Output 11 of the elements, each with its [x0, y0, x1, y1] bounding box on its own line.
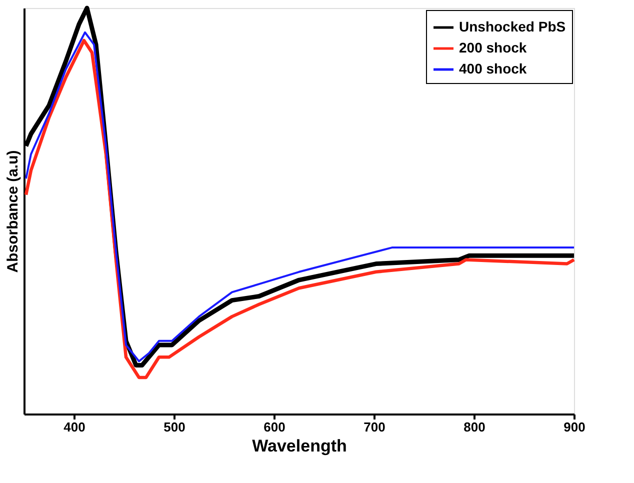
x-tick-label: 900: [564, 420, 586, 434]
x-tick-label: 500: [164, 420, 186, 434]
x-tick-label: 600: [264, 420, 286, 434]
x-tick-label: 400: [64, 420, 86, 434]
y-axis-title: Absorbance (a.u): [4, 150, 22, 273]
x-tick-label: 700: [364, 420, 386, 434]
x-tick-label: 800: [464, 420, 486, 434]
x-axis-title: Wavelength: [252, 436, 347, 456]
legend-label: 200 shock: [459, 40, 527, 56]
legend-label: 400 shock: [459, 60, 527, 76]
legend-label: Unshocked PbS: [459, 18, 566, 34]
